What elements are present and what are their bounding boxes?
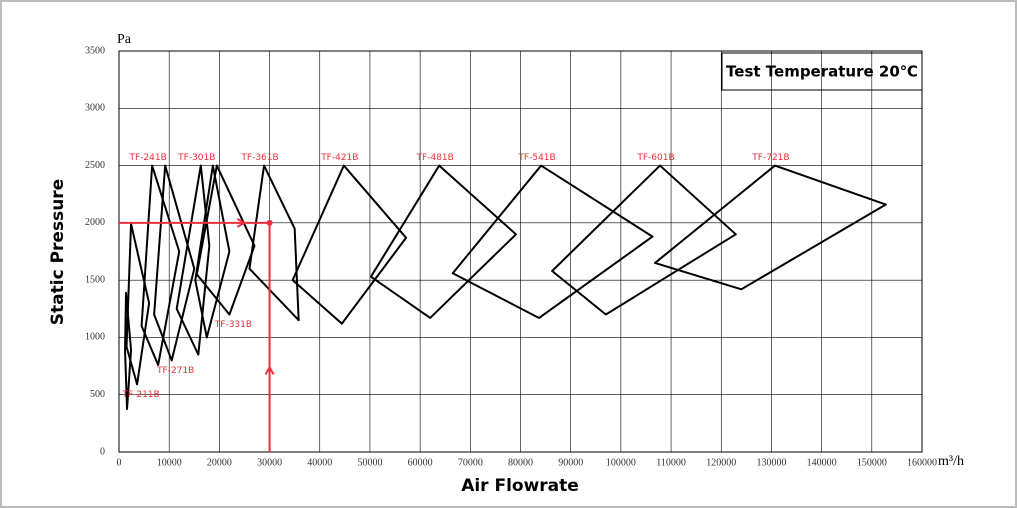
envelope [124, 291, 133, 411]
x-tick-label: 70000 [458, 457, 483, 468]
x-tick-label: 30000 [257, 457, 282, 468]
envelope [195, 164, 256, 316]
y-tick-label: 1500 [85, 274, 105, 285]
series-label: TF-541B [517, 153, 555, 163]
plot-border [118, 50, 923, 453]
series-label: TF-271B [156, 366, 194, 376]
x-tick-label: 120000 [706, 457, 736, 468]
y-unit: Pa [117, 32, 132, 47]
y-tick-label: 500 [90, 389, 105, 400]
x-tick-label: 0 [117, 457, 122, 468]
envelope [125, 223, 151, 386]
x-tick-label: 160000 [907, 457, 937, 468]
envelope [369, 164, 517, 319]
y-axis-label: Static Pressure [48, 179, 68, 325]
annotation: Test Temperature 20℃ [726, 63, 918, 81]
y-tick-label: 3500 [85, 45, 105, 56]
x-tick-label: 140000 [807, 457, 837, 468]
x-tick-label: 50000 [357, 457, 382, 468]
envelope [248, 164, 300, 322]
y-tick-label: 2500 [85, 160, 105, 171]
series-label: TF-301B [177, 153, 215, 163]
series-label: TF-361B [240, 153, 278, 163]
series-label: TF-601B [636, 153, 674, 163]
series-label: TF-241B [128, 153, 166, 163]
annotation-box [721, 52, 923, 91]
x-tick-label: 130000 [756, 457, 786, 468]
x-axis-label: Air Flowrate [461, 476, 579, 496]
x-tick-label: 80000 [508, 457, 533, 468]
envelope [654, 164, 887, 291]
series-label: TF-721B [751, 153, 789, 163]
y-tick-label: 0 [100, 446, 105, 457]
x-tick-label: 110000 [656, 457, 686, 468]
x-tick-label: 100000 [606, 457, 636, 468]
y-tick-label: 3000 [85, 103, 105, 114]
x-tick-label: 90000 [558, 457, 583, 468]
series-label: TF-481B [416, 153, 454, 163]
operating-point [266, 219, 273, 226]
arrow-head [236, 217, 247, 228]
x-tick-label: 150000 [857, 457, 887, 468]
series-label: TF-421B [320, 153, 358, 163]
arrow-head [264, 365, 275, 375]
envelope [451, 164, 654, 319]
x-tick-label: 20000 [207, 457, 232, 468]
x-tick-label: 10000 [157, 457, 182, 468]
series-label: TF-211B [121, 390, 159, 400]
envelope [291, 164, 408, 325]
y-tick-label: 2000 [85, 217, 105, 228]
envelope [153, 164, 196, 362]
y-tick-label: 1000 [85, 332, 105, 343]
x-tick-label: 40000 [307, 457, 332, 468]
x-unit: m³/h [938, 454, 964, 469]
x-tick-label: 60000 [408, 457, 433, 468]
envelope [551, 164, 737, 316]
series-label: TF-331B [214, 320, 252, 330]
